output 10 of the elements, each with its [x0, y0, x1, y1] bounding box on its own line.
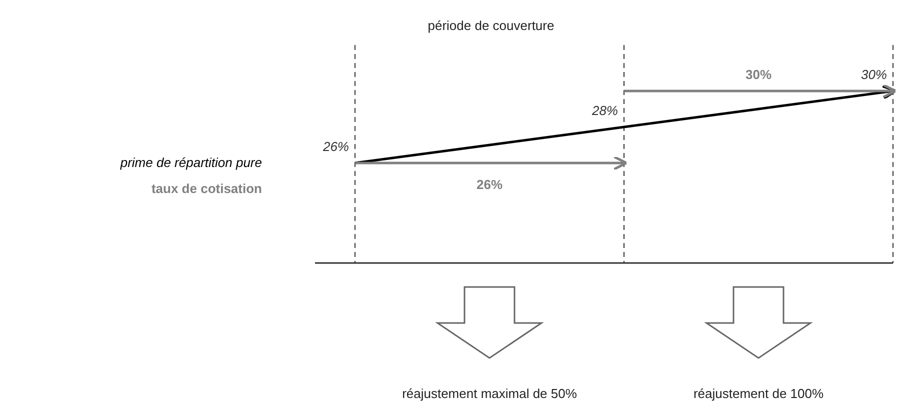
data-label: 26% — [322, 139, 349, 154]
text: réajustement de 100% — [693, 386, 824, 401]
data-label: 26% — [476, 177, 503, 192]
chart-title: période de couverture — [428, 18, 554, 33]
text: taux de cotisation — [151, 181, 262, 196]
text: prime de répartition pure — [119, 155, 262, 170]
data-label: 28% — [590, 103, 618, 118]
text: réajustement maximal de 50% — [402, 386, 578, 401]
data-label: 30% — [860, 67, 887, 82]
data-label: 30% — [745, 67, 772, 82]
